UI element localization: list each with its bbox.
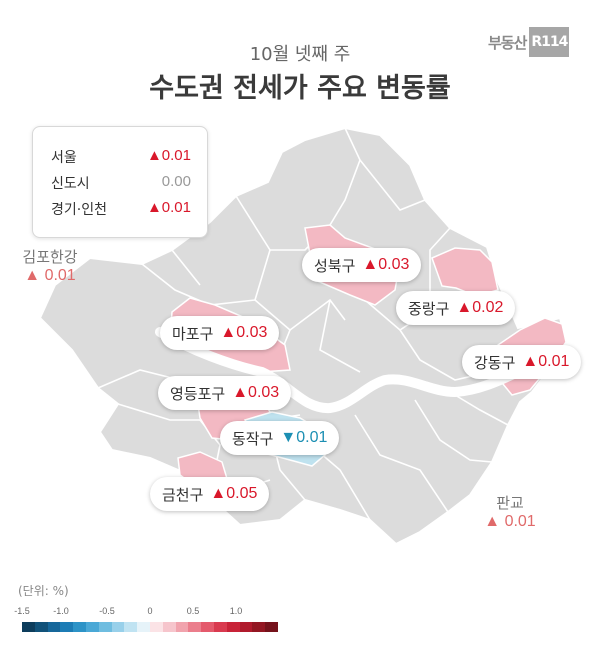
gimpo-name: 김포한강 xyxy=(22,248,78,266)
summary-box: 서울 ▲0.01 신도시 0.00 경기·인천 ▲0.01 xyxy=(32,126,208,238)
scale-swatch xyxy=(22,622,35,632)
scale-swatch xyxy=(85,622,99,632)
district-name: 동작구 xyxy=(232,429,274,448)
summary-name: 신도시 xyxy=(51,176,90,192)
scale-tick: 0 xyxy=(147,606,153,616)
scale-swatch xyxy=(98,622,112,632)
scale-swatch xyxy=(73,622,86,632)
district-name: 마포구 xyxy=(172,324,214,343)
scale-swatch xyxy=(252,622,266,632)
summary-value: ▲0.01 xyxy=(146,199,191,216)
summary-name: 서울 xyxy=(51,150,77,166)
unit-label: (단위: %) xyxy=(18,584,69,598)
scale-swatch xyxy=(149,622,163,632)
district-value: ▲0.03 xyxy=(220,324,268,341)
scale-swatch xyxy=(60,622,74,632)
scale-swatch xyxy=(34,622,48,632)
summary-row-newtowns: 신도시 0.00 xyxy=(51,173,191,195)
pangyo-name: 판교 xyxy=(496,494,524,512)
summary-row-seoul: 서울 ▲0.01 xyxy=(51,147,191,169)
han-river xyxy=(155,327,545,414)
district-name: 성북구 xyxy=(314,256,356,275)
scale-swatch xyxy=(162,622,176,632)
gimpo-label: 김포한강 ▲ 0.01 xyxy=(10,246,90,285)
district-pill-geumcheon: 금천구 ▲0.05 xyxy=(150,477,270,511)
gimpo-value: ▲ 0.01 xyxy=(24,267,76,284)
summary-value: 0.00 xyxy=(161,173,191,190)
district-value: ▲0.05 xyxy=(210,485,258,502)
scale-swatch xyxy=(265,622,278,632)
scale-swatch xyxy=(239,622,253,632)
summary-row-gyeonggi-incheon: 경기·인천 ▲0.01 xyxy=(51,199,191,221)
page-subtitle: 10월 넷째 주 xyxy=(249,44,351,65)
district-pill-yeongdeungpo: 영등포구 ▲0.03 xyxy=(158,376,292,410)
scale-tick: -1.0 xyxy=(53,606,69,616)
scale-swatch xyxy=(188,622,202,632)
district-value: ▲0.02 xyxy=(456,299,504,316)
page-title: 수도권 전세가 주요 변동률 xyxy=(149,73,451,104)
district-value: ▲0.03 xyxy=(232,384,280,401)
district-value: ▲0.01 xyxy=(522,353,570,370)
brand-logo: 부동산 R114 xyxy=(488,27,570,57)
district-pill-jungnang: 중랑구 ▲0.02 xyxy=(396,291,516,325)
logo-text: 부동산 xyxy=(488,33,527,52)
pangyo-label: 판교 ▲ 0.01 xyxy=(475,492,545,531)
scale-swatch xyxy=(175,622,189,632)
district-name: 중랑구 xyxy=(408,299,450,318)
scale-swatch xyxy=(124,622,138,632)
district-name: 강동구 xyxy=(474,353,516,372)
district-pill-dongjak: 동작구 ▼0.01 xyxy=(220,421,340,455)
summary-name: 경기·인천 xyxy=(51,202,107,218)
scale-swatch xyxy=(47,622,61,632)
district-pill-mapo: 마포구 ▲0.03 xyxy=(160,316,280,350)
district-value: ▲0.03 xyxy=(362,256,410,273)
logo-mark: R114 xyxy=(529,27,570,57)
scale-tick: 1.0 xyxy=(229,606,243,616)
jungnang-area xyxy=(431,247,499,297)
pangyo-value: ▲ 0.01 xyxy=(484,513,536,530)
color-scale-bar xyxy=(22,622,278,632)
seoul-outline xyxy=(38,126,568,546)
scale-swatch xyxy=(137,622,150,632)
summary-value: ▲0.01 xyxy=(146,147,191,164)
scale-swatch xyxy=(201,622,214,632)
scale-swatch xyxy=(213,622,227,632)
scale-swatch xyxy=(226,622,240,632)
district-value: ▼0.01 xyxy=(280,429,328,446)
district-name: 영등포구 xyxy=(170,384,226,403)
scale-tick: 0.5 xyxy=(186,606,200,616)
scale-tick: -1.5 xyxy=(14,606,30,616)
scale-swatch xyxy=(111,622,125,632)
district-name: 금천구 xyxy=(162,485,204,504)
scale-tick: -0.5 xyxy=(99,606,115,616)
district-pill-gangdong: 강동구 ▲0.01 xyxy=(462,345,582,379)
district-pill-seongbuk: 성북구 ▲0.03 xyxy=(302,248,422,282)
